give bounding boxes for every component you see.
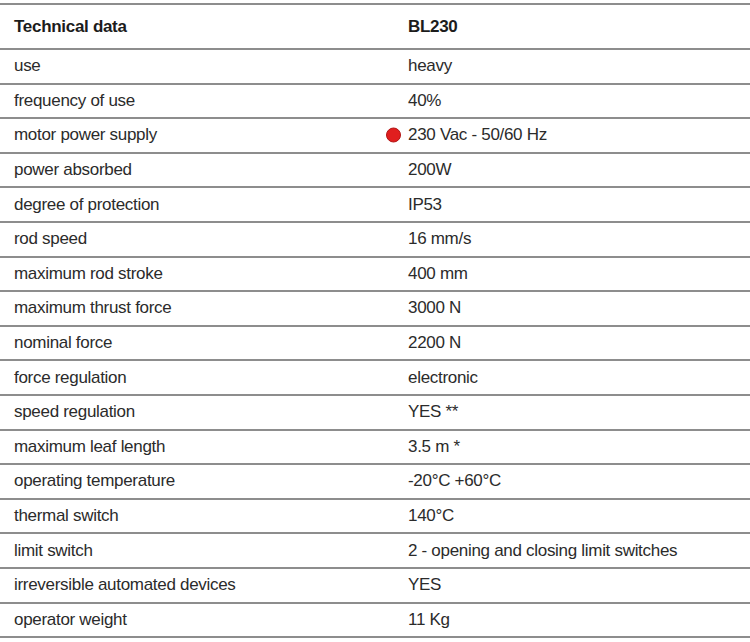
table-row: motor power supply 230 Vac - 50/60 Hz [0, 119, 750, 154]
row-label: frequency of use [0, 91, 394, 111]
table-body: use heavy frequency of use 40% motor pow… [0, 50, 750, 638]
table-row: power absorbed 200W [0, 154, 750, 189]
row-value: 3.5 m * [394, 437, 750, 457]
table-row: maximum thrust force 3000 N [0, 292, 750, 327]
row-value-text: 400 mm [408, 264, 468, 283]
table-header-row: Technical data BL230 [0, 5, 750, 50]
row-label: speed regulation [0, 402, 394, 422]
row-value: 140°C [394, 506, 750, 526]
row-label: maximum thrust force [0, 298, 394, 318]
row-value-text: 230 Vac - 50/60 Hz [408, 125, 547, 144]
row-value-text: IP53 [408, 195, 442, 214]
row-value: IP53 [394, 195, 750, 215]
row-label: rod speed [0, 229, 394, 249]
row-value: 400 mm [394, 264, 750, 284]
table-row: force regulation electronic [0, 361, 750, 396]
row-value: YES ** [394, 402, 750, 422]
row-value-text: 140°C [408, 506, 454, 525]
row-value: 11 Kg [394, 610, 750, 630]
row-value: 40% [394, 91, 750, 111]
red-dot-icon [386, 128, 401, 143]
row-value-text: -20°C +60°C [408, 471, 501, 490]
table-row: use heavy [0, 50, 750, 85]
row-value-text: 200W [408, 160, 451, 179]
row-label: force regulation [0, 368, 394, 388]
table-row: degree of protection IP53 [0, 188, 750, 223]
row-label: operating temperature [0, 471, 394, 491]
row-value: 2200 N [394, 333, 750, 353]
table-row: operator weight 11 Kg [0, 604, 750, 639]
row-value: 16 mm/s [394, 229, 750, 249]
table-row: rod speed 16 mm/s [0, 223, 750, 258]
table-row: thermal switch 140°C [0, 500, 750, 535]
row-label: nominal force [0, 333, 394, 353]
table-row: speed regulation YES ** [0, 396, 750, 431]
row-value: electronic [394, 368, 750, 388]
row-value-text: YES ** [408, 402, 458, 421]
header-model-column: BL230 [394, 17, 750, 37]
row-value-text: 2 - opening and closing limit switches [408, 541, 677, 560]
row-value-text: 2200 N [408, 333, 461, 352]
row-label: thermal switch [0, 506, 394, 526]
table-row: frequency of use 40% [0, 85, 750, 120]
row-value: YES [394, 575, 750, 595]
row-value-text: heavy [408, 56, 452, 75]
row-value: 3000 N [394, 298, 750, 318]
row-value-text: YES [408, 575, 441, 594]
row-label: motor power supply [0, 125, 394, 145]
table-row: maximum rod stroke 400 mm [0, 258, 750, 293]
table-row: operating temperature -20°C +60°C [0, 465, 750, 500]
header-label-column: Technical data [0, 17, 394, 37]
table-row: irreversible automated devices YES [0, 569, 750, 604]
row-label: limit switch [0, 541, 394, 561]
row-label: use [0, 56, 394, 76]
row-value: 2 - opening and closing limit switches [394, 541, 750, 561]
row-value-text: 3000 N [408, 298, 461, 317]
table-row: nominal force 2200 N [0, 327, 750, 362]
row-value: heavy [394, 56, 750, 76]
row-label: maximum leaf length [0, 437, 394, 457]
row-value: -20°C +60°C [394, 471, 750, 491]
table-row: maximum leaf length 3.5 m * [0, 431, 750, 466]
table-row: limit switch 2 - opening and closing lim… [0, 534, 750, 569]
row-label: power absorbed [0, 160, 394, 180]
row-value-text: 11 Kg [408, 610, 450, 629]
row-label: operator weight [0, 610, 394, 630]
row-value-text: 3.5 m * [408, 437, 460, 456]
technical-data-table: Technical data BL230 use heavy frequency… [0, 3, 750, 638]
row-value-text: electronic [408, 368, 478, 387]
row-label: degree of protection [0, 195, 394, 215]
row-label: maximum rod stroke [0, 264, 394, 284]
row-value: 200W [394, 160, 750, 180]
row-value-text: 16 mm/s [408, 229, 471, 248]
row-value-text: 40% [408, 91, 441, 110]
row-label: irreversible automated devices [0, 575, 394, 595]
row-value: 230 Vac - 50/60 Hz [394, 125, 750, 145]
